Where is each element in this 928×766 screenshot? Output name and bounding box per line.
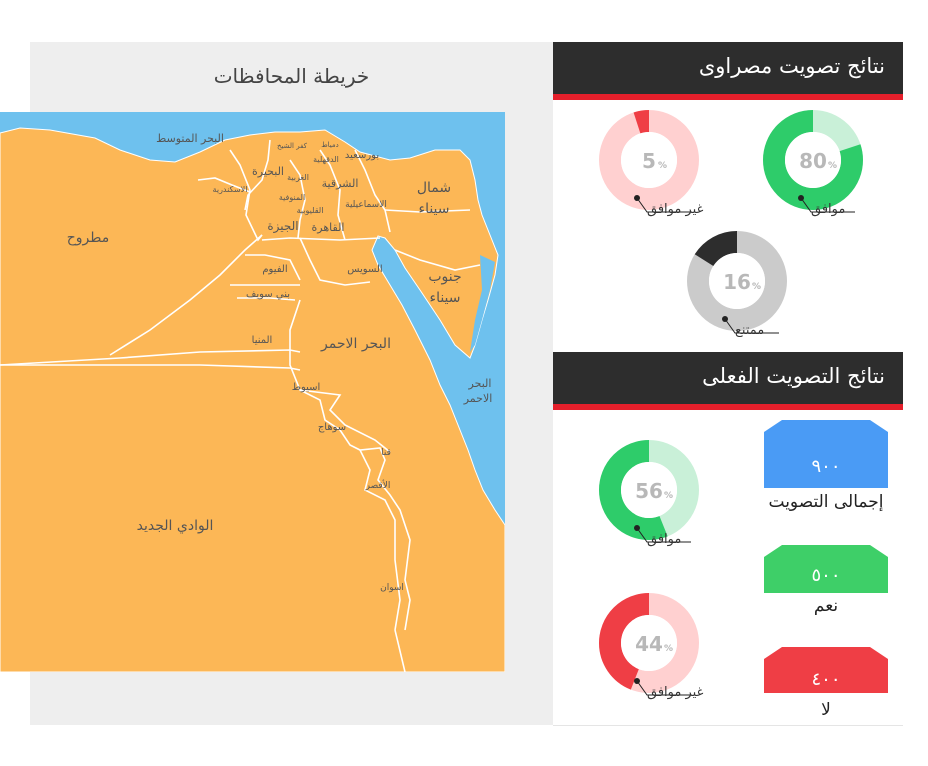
map-title: خريطة المحافظات	[213, 64, 370, 88]
disagree-donut-label: غير موافق	[647, 685, 704, 700]
agree-donut-label: موافق	[811, 202, 846, 217]
label-dakahlia: الدقهلية	[313, 155, 339, 164]
disagree-pointer-line	[636, 198, 691, 213]
agree-donut-svg: 80%	[763, 110, 863, 210]
egypt-map[interactable]: البحر المتوسط مطروح الوادي الجديد الاسكن…	[0, 112, 505, 672]
label-giza: الجيزة	[267, 219, 298, 234]
label-kafr-elsheikh: كفر الشيخ	[277, 142, 308, 150]
actual-agree-donut[interactable]: 56% موافق	[599, 440, 699, 547]
disagree-donut-svg: 5%	[599, 110, 699, 210]
stat-yes-shape	[764, 545, 888, 593]
disagree-donut-arc	[599, 110, 699, 210]
label-qalyubia: القليوبية	[297, 206, 324, 215]
stat-yes-card[interactable]: ٥٠٠	[764, 545, 888, 597]
agree-donut-value: 80	[799, 149, 827, 173]
label-fayoum: الفيوم	[262, 264, 287, 275]
stat-yes-label: نعم	[813, 596, 839, 616]
abstain-donut-label: ممتنع	[735, 323, 765, 338]
disagree-donut-center	[621, 132, 677, 188]
actual-title: نتائج التصويت الفعلى	[702, 364, 885, 388]
label-gharbia: الغربية	[287, 173, 309, 182]
agree-donut-arc	[763, 110, 863, 210]
label-sharqia: الشرقية	[322, 177, 359, 190]
masrawy-title: نتائج تصويت مصراوى	[698, 54, 885, 78]
label-alexandria: الاسكندرية	[213, 185, 248, 194]
governorate-borders	[0, 139, 481, 672]
label-matrouh: مطروح	[67, 230, 110, 246]
label-qena: قنا	[381, 448, 391, 458]
disagree-donut-value: 44	[635, 632, 663, 656]
label-south-sinai-2: سيناء	[429, 290, 460, 306]
label-asyut: اسيوط	[292, 382, 321, 393]
stat-yes-value: ٥٠٠	[811, 565, 841, 586]
agree-donut-center	[785, 132, 841, 188]
stat-no-label: لا	[821, 700, 831, 720]
abstain-pointer-line	[724, 319, 779, 334]
actual-header: نتائج التصويت الفعلى	[553, 352, 903, 410]
label-aswan: اسوان	[380, 583, 404, 593]
masrawy-agree-donut[interactable]: 80% موافق	[763, 110, 863, 217]
label-damietta: دمياط	[321, 141, 339, 149]
stat-no-shape	[764, 647, 888, 693]
disagree-donut-label: غير موافق	[647, 202, 704, 217]
masrawy-header: نتائج تصويت مصراوى	[553, 42, 903, 100]
disagree-donut-unit: %	[664, 644, 673, 654]
abstain-donut-svg: 16%	[687, 231, 787, 331]
agree-pointer-line	[636, 528, 691, 543]
agree-donut-unit: %	[664, 491, 673, 501]
masrawy-disagree-donut[interactable]: 5% غير موافق	[599, 110, 703, 217]
disagree-donut-center	[621, 615, 677, 671]
abstain-donut-unit: %	[752, 282, 761, 292]
abstain-donut-center	[709, 253, 765, 309]
label-cairo: القاهرة	[312, 221, 345, 234]
disagree-donut-unit: %	[658, 161, 667, 171]
label-south-sinai-1: جنوب	[428, 269, 461, 285]
label-luxor: الأقصر	[365, 479, 391, 491]
agree-donut-arc	[599, 440, 699, 540]
label-ismailia: الاسماعيلية	[345, 200, 387, 210]
disagree-donut-value: 5	[642, 149, 656, 173]
agree-donut-label: موافق	[647, 532, 682, 547]
label-new-valley: الوادي الجديد	[137, 518, 214, 534]
masrawy-abstain-donut[interactable]: 16% ممتنع	[687, 231, 787, 338]
disagree-donut-svg: 44%	[599, 593, 699, 693]
stat-total-label: إجمالى التصويت	[768, 492, 884, 512]
agree-donut-center	[621, 462, 677, 518]
agree-donut-unit: %	[828, 161, 837, 171]
label-red-sea-water-1: البحر	[468, 377, 492, 390]
agree-donut-value: 56	[635, 479, 663, 503]
label-mediterranean: البحر المتوسط	[156, 132, 224, 145]
label-beni-suef: بني سويف	[246, 289, 290, 300]
gulf-of-aqaba	[470, 255, 495, 352]
stat-no-card[interactable]: ٤٠٠	[764, 647, 888, 697]
stat-total-card[interactable]: ٩٠٠	[764, 420, 888, 492]
stat-total-shape	[764, 420, 888, 488]
label-port-said: بورسعيد	[345, 150, 379, 161]
label-red-sea-gov: البحر الاحمر	[320, 336, 391, 352]
label-red-sea-water-2: الاحمر	[463, 392, 493, 405]
label-suez: السويس	[347, 264, 382, 275]
panel-bottom-divider	[553, 725, 903, 726]
label-menoufia: المنوفية	[279, 193, 305, 202]
label-north-sinai-2: سيناء	[418, 201, 449, 217]
abstain-donut-value: 16	[723, 270, 751, 294]
stat-no-value: ٤٠٠	[811, 669, 841, 690]
label-beheira: البحيرة	[252, 165, 284, 178]
stat-total-value: ٩٠٠	[811, 456, 841, 477]
agree-donut-svg: 56%	[599, 440, 699, 540]
agree-pointer-line	[800, 198, 855, 213]
abstain-donut-arc	[687, 231, 787, 331]
label-minya: المنيا	[252, 335, 273, 346]
land-area	[0, 127, 505, 672]
actual-disagree-donut[interactable]: 44% غير موافق	[599, 593, 703, 700]
label-north-sinai-1: شمال	[417, 180, 451, 196]
label-sohag: سوهاج	[318, 422, 346, 433]
disagree-pointer-line	[636, 681, 691, 696]
disagree-donut-arc	[599, 593, 699, 693]
